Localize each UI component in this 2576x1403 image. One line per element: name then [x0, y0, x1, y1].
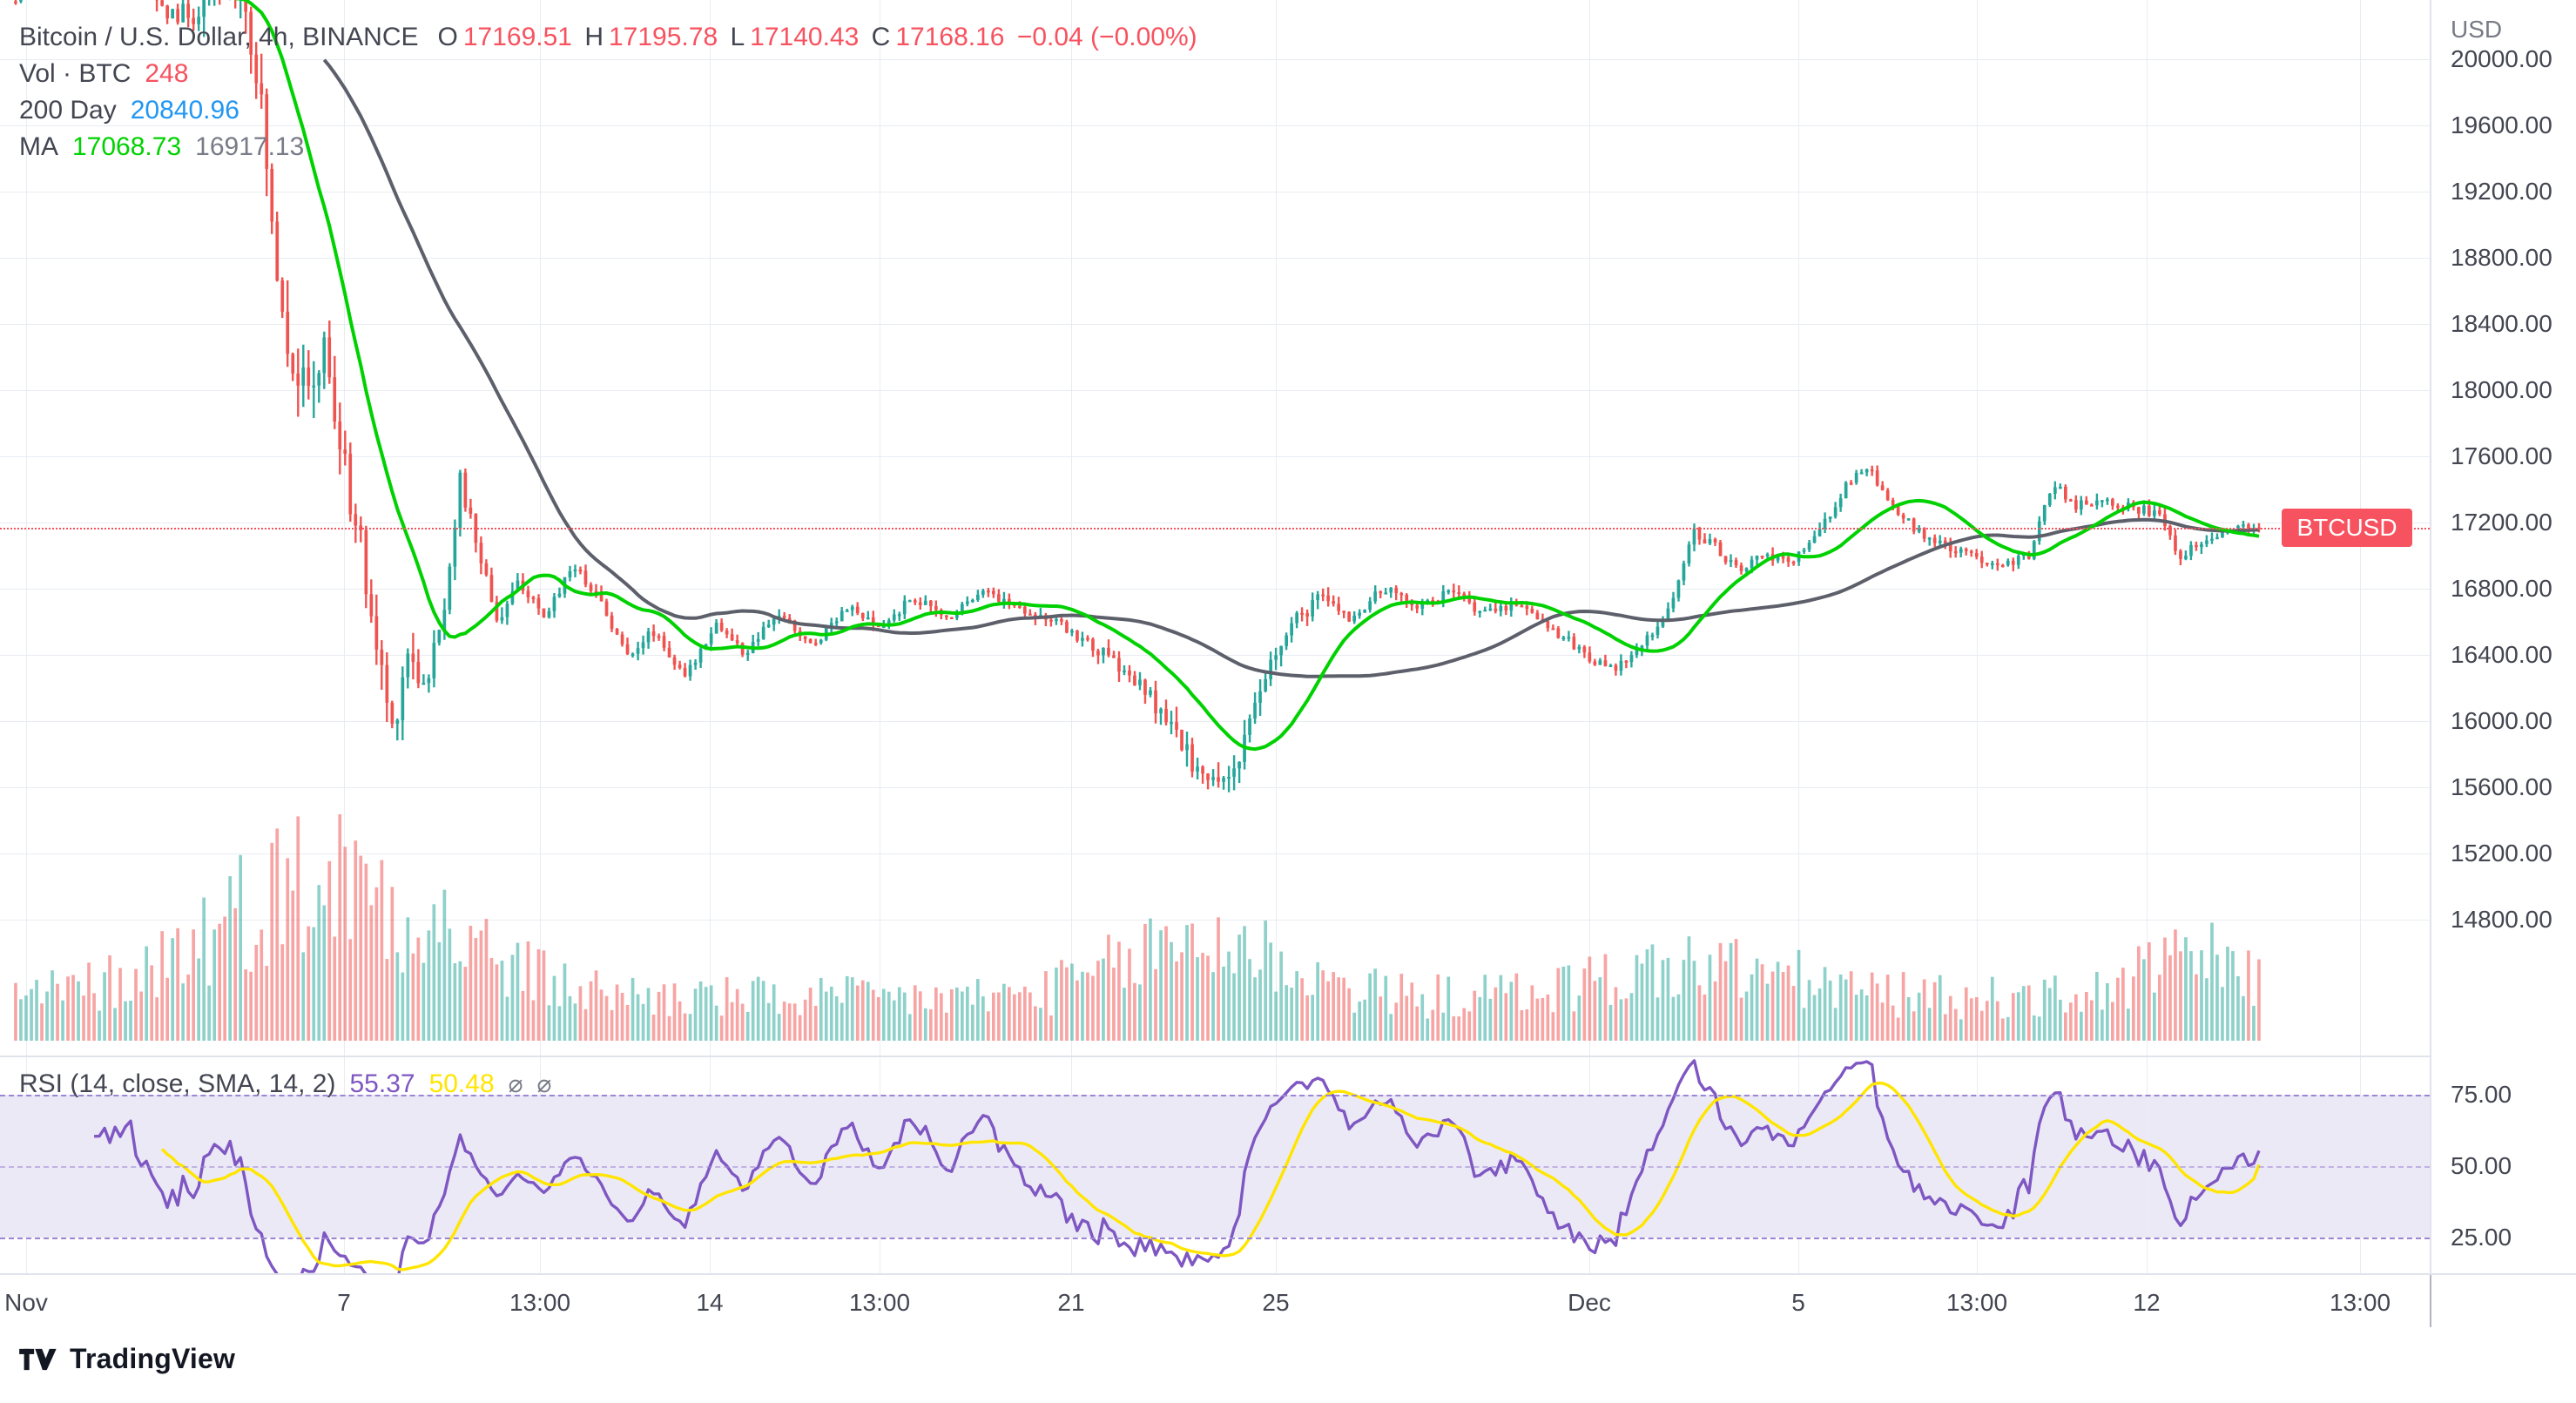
price-axis[interactable]: USD 20000.00 19600.00 19200.00 18800.00 1840… [2430, 0, 2576, 1273]
price-pane[interactable] [0, 0, 2430, 1056]
current-price-line [0, 528, 2430, 530]
grid-line [1977, 1057, 1978, 1273]
rsi-band-line [0, 1094, 2430, 1096]
price-axis-tick: 15600.00 [2451, 773, 2552, 800]
chart-area[interactable]: BTCUSD Bitcoin / U.S. Dollar, 4h, BINANC… [0, 0, 2430, 1273]
price-pane-canvas [14, 0, 2261, 1041]
price-axis-tick: 16400.00 [2451, 641, 2552, 668]
time-axis-tick: 12 [2133, 1289, 2161, 1316]
grid-line [0, 390, 2430, 391]
grid-line [0, 125, 2430, 126]
rsi-line [94, 1059, 2261, 1273]
candlesticks [14, 0, 2261, 793]
symbol-badge[interactable]: BTCUSD [2282, 509, 2412, 548]
rsi-sma-line [160, 1082, 2261, 1271]
grid-line [26, 0, 27, 1056]
grid-line [1589, 0, 1590, 1056]
time-axis[interactable]: Nov 7 13:00 14 13:00 21 25 Dec 5 13:00 12 13:00 [0, 1273, 2576, 1329]
price-axis-tick: 19200.00 [2451, 178, 2552, 205]
price-axis-tick: 15200.00 [2451, 840, 2552, 867]
time-axis-tick: 13:00 [509, 1289, 571, 1316]
price-axis-tick: 17200.00 [2451, 509, 2552, 536]
grid-line [1977, 0, 1978, 1056]
price-axis-currency-label: USD [2451, 16, 2503, 43]
time-axis-separator [2430, 1275, 2431, 1329]
rsi-pane-canvas [94, 1059, 2261, 1273]
time-axis-tick: 13:00 [2329, 1289, 2391, 1316]
time-axis-tick: 13:00 [1945, 1289, 2008, 1316]
grid-line [0, 787, 2430, 788]
grid-line [26, 1057, 27, 1273]
grid-line [0, 920, 2430, 921]
grid-line [2147, 0, 2148, 1056]
rsi-midline [0, 1166, 2430, 1168]
grid-line [344, 0, 345, 1056]
tradingview-mark-icon [19, 1348, 57, 1370]
grid-line [0, 258, 2430, 259]
volume-bars [14, 814, 2261, 1041]
price-axis-tick: 16000.00 [2451, 707, 2552, 734]
grid-line [1589, 1057, 1590, 1273]
ma-fast-line [233, 0, 2260, 752]
price-axis-tick: 18000.00 [2451, 376, 2552, 403]
time-axis-tick: 5 [1791, 1289, 1805, 1316]
grid-line [0, 853, 2430, 854]
grid-line [0, 59, 2430, 60]
grid-line [1071, 0, 1072, 1056]
price-axis-tick: 18400.00 [2451, 310, 2552, 337]
grid-line [0, 655, 2430, 656]
time-axis-tick: 14 [696, 1289, 724, 1316]
grid-line [0, 456, 2430, 457]
time-axis-tick: Nov [4, 1289, 48, 1316]
time-axis-tick: Dec [1568, 1289, 1611, 1316]
price-axis-tick: 18800.00 [2451, 244, 2552, 271]
grid-line [1798, 1057, 1799, 1273]
rsi-axis-tick: 25.00 [2451, 1224, 2512, 1251]
time-axis-tick: 21 [1057, 1289, 1085, 1316]
price-axis-tick: 19600.00 [2451, 111, 2552, 138]
price-axis-tick: 14800.00 [2451, 906, 2552, 933]
grid-line [1798, 0, 1799, 1056]
ma-slow-line [322, 58, 2260, 678]
grid-line [710, 0, 711, 1056]
time-axis-tick: 25 [1262, 1289, 1290, 1316]
rsi-axis-tick: 75.00 [2451, 1080, 2512, 1108]
grid-line [0, 324, 2430, 325]
time-axis-tick: 13:00 [848, 1289, 911, 1316]
grid-line [344, 1057, 345, 1273]
time-axis-tick: 7 [337, 1289, 351, 1316]
rsi-pane[interactable] [0, 1056, 2430, 1273]
price-axis-tick: 16800.00 [2451, 575, 2552, 602]
tradingview-logo[interactable]: TradingView [19, 1343, 235, 1375]
rsi-band-line [0, 1238, 2430, 1240]
grid-line [540, 1057, 541, 1273]
grid-line [540, 0, 541, 1056]
price-axis-tick: 20000.00 [2451, 45, 2552, 72]
grid-line [1071, 1057, 1072, 1273]
footer-bar: TradingView [0, 1327, 2576, 1403]
price-axis-tick: 17600.00 [2451, 442, 2552, 469]
grid-line [1276, 0, 1277, 1056]
rsi-axis-tick: 50.00 [2451, 1152, 2512, 1179]
tradingview-brand-text: TradingView [70, 1343, 236, 1374]
grid-line [2360, 1057, 2361, 1273]
grid-line [0, 589, 2430, 590]
grid-line [1276, 1057, 1277, 1273]
